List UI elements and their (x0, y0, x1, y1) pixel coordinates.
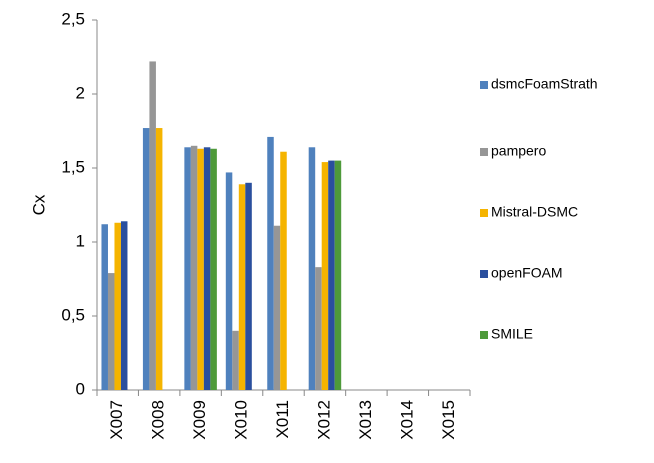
bar (197, 148, 204, 390)
legend-label: openFOAM (491, 265, 563, 281)
legend-marker (480, 81, 488, 89)
bar (273, 225, 281, 390)
bar (238, 184, 246, 390)
x-tick-label: X012 (314, 400, 333, 440)
y-tick-label: 0 (76, 379, 85, 398)
bar (210, 148, 217, 390)
legend-label: Mistral-DSMC (491, 204, 578, 220)
x-tick-label: X009 (190, 400, 209, 440)
legend-marker (480, 148, 488, 156)
legend-marker (480, 270, 488, 278)
x-tick-label: X011 (273, 400, 292, 438)
y-tick-label: 2,5 (61, 9, 85, 28)
bar (315, 267, 322, 390)
bar (321, 162, 329, 390)
bar (245, 182, 252, 390)
x-tick-label: X013 (356, 400, 375, 440)
bar (184, 147, 191, 390)
bar (149, 61, 156, 390)
x-tick-label: X008 (149, 400, 168, 440)
y-tick-label: 1,5 (61, 157, 85, 176)
legend-marker (480, 331, 488, 339)
bar (190, 145, 198, 390)
y-tick-label: 0,5 (61, 305, 85, 324)
bar (203, 147, 211, 390)
bar (107, 273, 115, 390)
bar (142, 128, 150, 391)
bar (114, 222, 121, 390)
bar (280, 151, 287, 390)
bar (155, 128, 163, 391)
bar (334, 160, 342, 390)
bar (232, 330, 239, 390)
x-tick-label: X015 (439, 400, 458, 440)
bar (101, 224, 108, 390)
legend-marker (480, 209, 488, 217)
x-tick-label: X014 (397, 400, 416, 440)
bar (308, 147, 316, 390)
x-tick-label: X007 (107, 400, 126, 440)
legend-label: pampero (491, 143, 546, 159)
y-tick-label: 1 (76, 231, 85, 250)
legend-label: SMILE (491, 326, 533, 342)
legend-label: dsmcFoamStrath (491, 76, 598, 92)
bar (328, 160, 335, 390)
y-tick-label: 2 (76, 83, 85, 102)
bar (225, 172, 233, 390)
x-tick-label: X010 (232, 400, 251, 440)
bar (267, 136, 274, 390)
y-axis-label: Cx (29, 194, 48, 215)
bar (120, 221, 128, 390)
